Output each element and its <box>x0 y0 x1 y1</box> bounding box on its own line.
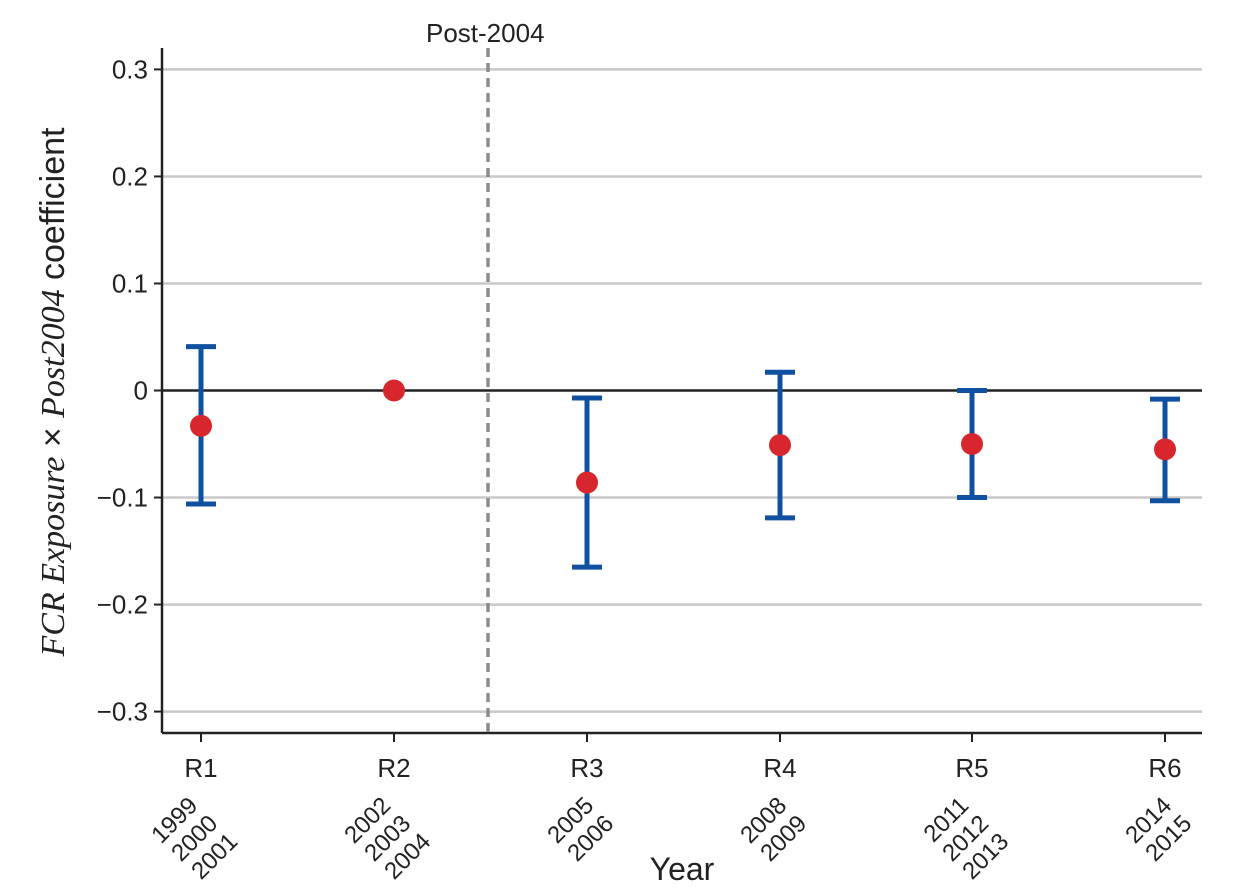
y-tick-label: −0.3 <box>97 697 148 727</box>
category-label: R5 <box>955 753 988 783</box>
y-axis-title-part-3: Post2004 <box>35 289 72 418</box>
y-axis-title-part-2: × <box>34 418 72 457</box>
y-axis-title: FCR Exposure × Post2004 coefficient <box>34 127 72 658</box>
y-tick-label: 0 <box>134 376 148 406</box>
category-label: R1 <box>184 753 217 783</box>
category-label: R2 <box>377 753 410 783</box>
y-axis-title-part-1: FCR Exposure <box>35 457 72 658</box>
post-2004-label: Post-2004 <box>426 18 545 48</box>
y-tick-label: −0.2 <box>97 590 148 620</box>
coefficient-point <box>769 434 791 457</box>
coefficient-point <box>190 414 212 437</box>
category-label: R3 <box>570 753 603 783</box>
y-axis-title-part-4: coefficient <box>34 127 72 289</box>
coefficient-point <box>1154 438 1176 461</box>
axes-layer <box>154 48 1202 742</box>
coefficient-point <box>576 471 598 494</box>
y-tick-label: −0.1 <box>97 483 148 513</box>
coefficient-point <box>383 379 405 402</box>
labels-layer: 0.30.20.10−0.1−0.2−0.3Post-2004R11999200… <box>97 18 1197 885</box>
marks-layer <box>186 344 1180 570</box>
x-axis-title: Year <box>650 851 715 887</box>
y-tick-label: 0.3 <box>112 54 148 84</box>
coefficient-point <box>961 433 983 456</box>
category-label: R4 <box>763 753 796 783</box>
y-tick-label: 0.2 <box>112 161 148 191</box>
grid-layer <box>162 68 1202 713</box>
y-tick-label: 0.1 <box>112 268 148 298</box>
category-label: R6 <box>1148 753 1181 783</box>
